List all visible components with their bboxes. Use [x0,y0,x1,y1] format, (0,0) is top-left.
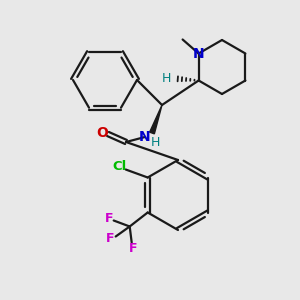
Polygon shape [150,105,162,134]
Text: Cl: Cl [112,160,127,173]
Text: N: N [139,130,151,144]
Text: F: F [104,212,113,225]
Text: O: O [96,126,108,140]
Text: H: H [162,72,171,85]
Text: H: H [150,136,160,148]
Text: F: F [105,232,114,245]
Text: F: F [128,242,137,255]
Text: N: N [193,46,204,61]
